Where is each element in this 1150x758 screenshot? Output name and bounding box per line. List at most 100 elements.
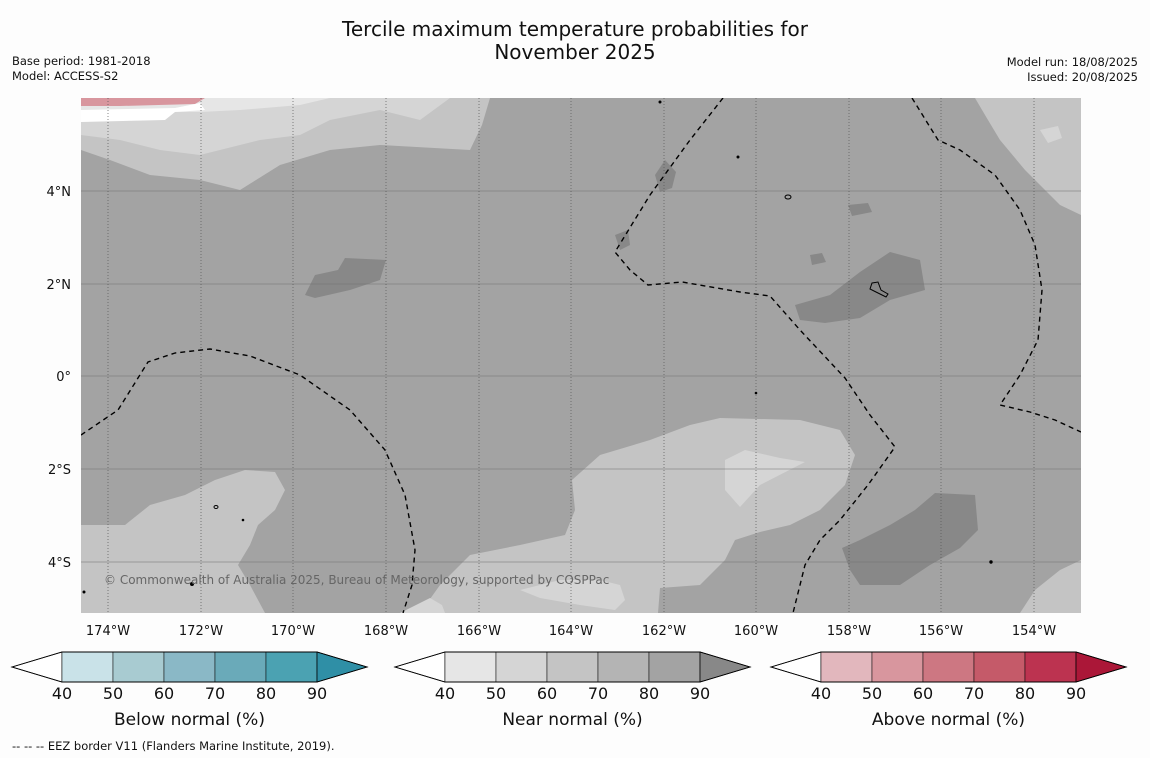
colorbar-below-normal-label: Below normal (%) [114, 710, 265, 730]
colorbar-below-normal-tick-label: 40 [52, 684, 72, 703]
colorbar-above-normal-label: Above normal (%) [872, 710, 1025, 730]
island-7 [736, 155, 740, 159]
colorbar-above-normal-segment [1024, 651, 1077, 683]
issued-date: Issued: 20/08/2025 [1027, 70, 1138, 84]
colorbar-above-normal-outline [769, 651, 1128, 683]
lat-gridlines [81, 190, 1081, 563]
lon-label-7: 160°W [734, 624, 778, 639]
island-4 [241, 518, 245, 522]
colorbar-above-normal-tick-label: 80 [1015, 684, 1035, 703]
island-5 [190, 582, 194, 586]
colorbar-above-normal-tick-label: 60 [913, 684, 933, 703]
island-2 [869, 281, 889, 298]
colorbar-below-normal-segment [265, 651, 318, 683]
dark-patch-central-north [655, 160, 676, 192]
colorbar-below-normal-tick-label: 70 [205, 684, 225, 703]
colorbar-near-normal-tick-label: 50 [486, 684, 506, 703]
colorbar-near-normal-segment [597, 651, 650, 683]
near-normal-50-south [725, 450, 805, 507]
island-3 [213, 505, 219, 509]
colorbar-near-normal-tick-label: 90 [690, 684, 710, 703]
lon-label-2: 170°W [271, 624, 315, 639]
colorbar-above-normal-tick-label: 50 [862, 684, 882, 703]
colorbar-near-normal: 40 50 60 70 80 90 Near normal (%) [393, 651, 752, 730]
colorbar-near-normal-low-extension [393, 651, 446, 683]
dark-patch-4 [810, 253, 826, 265]
colorbar-near-normal-high-extension [699, 651, 752, 683]
chart-title: Tercile maximum temperature probabilitie… [0, 18, 1150, 64]
colorbar-above-normal-tick-label: 70 [964, 684, 984, 703]
lat-label-3: 2°S [48, 463, 71, 478]
lon-label-3: 168°W [364, 624, 408, 639]
colorbar-below-normal-segment [61, 651, 114, 683]
dark-patch-east [795, 252, 925, 323]
island-1 [784, 194, 792, 200]
dark-patch-3 [848, 203, 872, 216]
colorbar-below-normal-tick-label: 50 [103, 684, 123, 703]
above-normal-patch [81, 98, 205, 106]
lon-label-9: 156°W [919, 624, 963, 639]
colorbar-below-normal-tick-label: 90 [307, 684, 327, 703]
lon-label-5: 164°W [549, 624, 593, 639]
lon-label-6: 162°W [642, 624, 686, 639]
colorbar-near-normal-tick-label: 80 [639, 684, 659, 703]
lat-label-4: 4°S [48, 556, 71, 571]
lon-label-1: 172°W [179, 624, 223, 639]
colorbar-above-normal-segment [922, 651, 975, 683]
lat-label-2: 0° [56, 370, 71, 385]
lon-label-8: 158°W [827, 624, 871, 639]
lon-label-10: 154°W [1012, 624, 1056, 639]
colorbar-above-normal-segment [973, 651, 1026, 683]
lon-gridlines [107, 98, 1035, 613]
colorbar-near-normal-outline [393, 651, 752, 683]
colorbar-near-normal-label: Near normal (%) [502, 710, 642, 730]
island-9 [754, 391, 758, 395]
near-normal-60-southwest [81, 470, 285, 613]
eez-borders [81, 98, 1081, 613]
colorbar-below-normal-low-extension [10, 651, 63, 683]
colorbar-near-normal-segment [648, 651, 701, 683]
map-panel: © Commonwealth of Australia 2025, Bureau… [81, 98, 1081, 613]
colorbar-below-normal-tick-label: 60 [154, 684, 174, 703]
title-line-2: November 2025 [494, 40, 656, 64]
lat-label-0: 4°N [47, 185, 72, 200]
copyright-notice: © Commonwealth of Australia 2025, Bureau… [104, 573, 609, 587]
island-10 [989, 560, 993, 564]
lat-axis-labels: 4°N 2°N 0° 2°S 4°S [47, 185, 72, 571]
colorbar-above-normal-high-extension [1075, 651, 1128, 683]
eez-border-central [614, 98, 896, 613]
title-line-1: Tercile maximum temperature probabilitie… [342, 17, 808, 41]
islands [82, 100, 993, 594]
colorbar-above-normal-low-extension [769, 651, 822, 683]
colorbar-above-normal-segment [871, 651, 924, 683]
colorbar-below-normal: 40 50 60 70 80 90 Below normal (%) [10, 651, 369, 730]
model-name: Model: ACCESS-S2 [12, 69, 119, 83]
colorbar-near-normal-segment [546, 651, 599, 683]
near-normal-50-south-3 [400, 598, 445, 613]
colorbar-below-normal-segment [112, 651, 165, 683]
colorbar-below-normal-segment [163, 651, 216, 683]
eez-border-east [911, 98, 1081, 433]
lon-axis-labels: 174°W 172°W 170°W 168°W 166°W 164°W 162°… [86, 624, 1056, 639]
near-normal-50-northeast [1040, 126, 1062, 143]
colorbar-below-normal-outline [10, 651, 369, 683]
island-6 [82, 590, 86, 594]
colorbar-near-normal-tick-label: 60 [537, 684, 557, 703]
island-8 [658, 100, 662, 104]
lat-label-1: 2°N [47, 278, 72, 293]
colorbar-near-normal-tick-label: 70 [588, 684, 608, 703]
colorbar-near-normal-segment [444, 651, 497, 683]
dark-patch-west [305, 258, 386, 298]
colorbar-above-normal: 40 50 60 70 80 90 Above normal (%) [769, 651, 1128, 730]
lon-label-4: 166°W [457, 624, 501, 639]
eez-footnote: -- -- -- EEZ border V11 (Flanders Marine… [12, 739, 335, 753]
colorbar-above-normal-segment [820, 651, 873, 683]
colorbar-near-normal-tick-label: 40 [435, 684, 455, 703]
colorbar-above-normal-tick-label: 90 [1066, 684, 1086, 703]
colorbar-below-normal-tick-label: 80 [256, 684, 276, 703]
colorbar-below-normal-segment [214, 651, 267, 683]
meta-left: Base period: 1981-2018 Model: ACCESS-S2 [12, 54, 151, 84]
eez-border-west [81, 348, 416, 613]
base-period: Base period: 1981-2018 [12, 54, 151, 68]
lon-label-0: 174°W [86, 624, 130, 639]
